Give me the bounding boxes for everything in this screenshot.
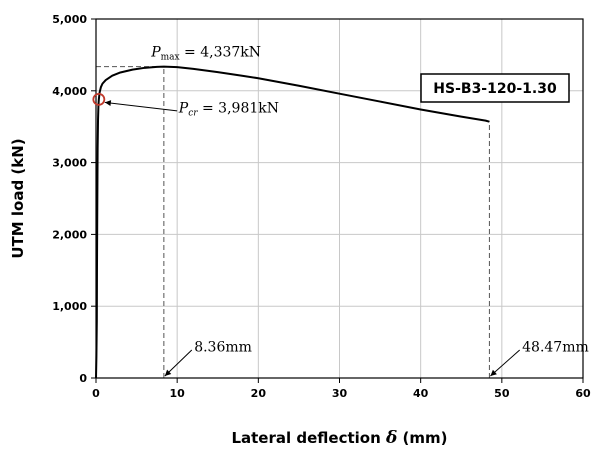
deflection-8-36-arrow (164, 349, 193, 377)
series-line-0 (95, 65, 490, 379)
x-tick-label-5: 50 (494, 387, 510, 400)
y-tick-label-4: 4,000 (52, 85, 87, 98)
pmax-subscript: max (161, 53, 180, 63)
pmax-symbol: P (150, 45, 161, 61)
deflection-8-36-label: 8.36mm (194, 339, 252, 355)
specimen-label-frame (420, 73, 570, 103)
pcr-annotation: Pcr = 3,981kN (178, 100, 279, 118)
reference-lines (96, 66, 490, 378)
y-tick-label-5: 5,000 (52, 13, 87, 26)
tick-labels: 0 10 20 30 40 50 60 0 1,000 2,000 3,000 4,000 5,000 (52, 13, 591, 400)
x-axis-title: Lateral deflection δ (mm) (231, 428, 447, 448)
x-axis-title-main: Lateral deflection (231, 429, 386, 447)
pcr-arrow (104, 101, 178, 112)
axes (91, 18, 584, 383)
x-axis-title-unit: (mm) (397, 429, 447, 447)
x-tick-label-2: 20 (251, 387, 267, 400)
y-tick-label-3: 3,000 (52, 157, 87, 170)
x-tick-label-3: 30 (332, 387, 348, 400)
deflection-8-36-arrowhead (164, 369, 172, 376)
y-tick-label-2: 2,000 (52, 228, 87, 241)
pmax-value: = 4,337kN (180, 45, 261, 61)
pcr-value: = 3,981kN (198, 100, 279, 116)
deflection-48-47-label: 48.47mm (522, 339, 589, 355)
pcr-symbol: P (178, 100, 189, 116)
x-tick-label-6: 60 (575, 387, 591, 400)
x-tick-label-4: 40 (413, 387, 429, 400)
x-tick-label-1: 10 (170, 387, 186, 400)
pcr-subscript: cr (188, 108, 198, 118)
specimen-label: HS-B3-120-1.30 (433, 81, 557, 97)
grid (96, 18, 584, 378)
pmax-annotation: Pmax = 4,337kN (150, 45, 261, 63)
y-tick-label-0: 0 (79, 372, 87, 385)
y-axis-title: UTM load (kN) (9, 138, 27, 258)
critical-load-marker (92, 92, 106, 106)
deflection-48-47-arrowhead (490, 369, 497, 376)
pcr-arrowhead (104, 100, 112, 107)
x-axis-title-symbol: δ (385, 428, 397, 448)
deflection-48-47-arrow (490, 349, 521, 377)
x-tick-label-0: 0 (92, 387, 100, 400)
series-layer (95, 65, 490, 379)
y-tick-label-1: 1,000 (52, 300, 87, 313)
specimen-label-box: HS-B3-120-1.30 (420, 73, 570, 103)
